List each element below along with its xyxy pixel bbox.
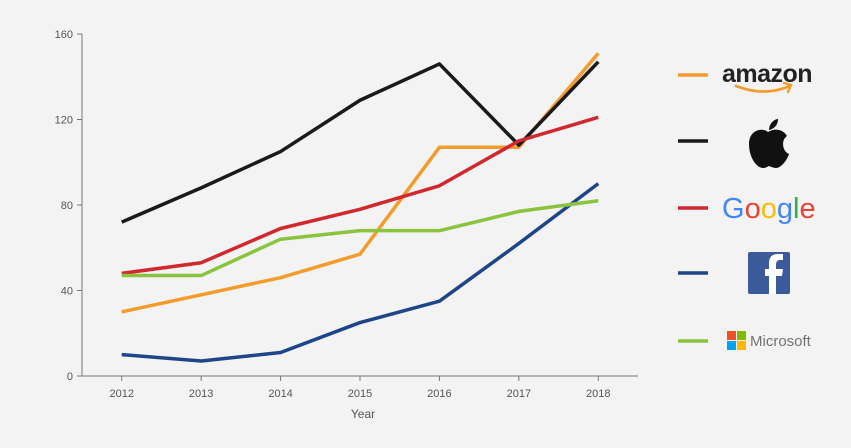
y-tick-label: 120 (55, 115, 73, 127)
x-tick-label: 2013 (189, 388, 213, 400)
amazon-smile-icon (734, 84, 792, 93)
apple-leaf-icon (769, 119, 778, 130)
chart-legend: amazon Google Microsoft (678, 60, 816, 350)
legend-item (678, 252, 790, 294)
x-tick-label: 2018 (586, 388, 610, 400)
y-tick-label: 80 (61, 200, 73, 212)
legend-item: amazon (678, 60, 813, 94)
chart-axes: 0 40 80 120 160 2012 2013 2014 2015 2016 2017 2018 Y… (55, 29, 638, 421)
apple-logo-icon (749, 119, 789, 168)
x-tick-label: 2014 (268, 388, 292, 400)
legend-label: amazon (722, 60, 812, 88)
legend-item: Google (678, 193, 816, 225)
legend-label: Google (722, 193, 816, 225)
chart-series (121, 52, 600, 363)
series-line-google (121, 115, 599, 276)
y-tick-label: 160 (55, 29, 73, 41)
x-axis-title: Year (351, 407, 375, 421)
y-tick-label: 40 (61, 286, 73, 298)
apple-body-icon (749, 129, 789, 168)
series-line-facebook (121, 182, 600, 363)
y-tick-label: 0 (67, 371, 73, 383)
series-line-apple (121, 60, 600, 224)
series-line-microsoft (121, 198, 599, 278)
ms-blue-square (727, 341, 736, 350)
amazon-logo-icon: amazon (722, 60, 813, 94)
facebook-logo-icon (748, 252, 790, 294)
google-logo-icon: Google (722, 193, 816, 225)
series-line-amazon (121, 52, 600, 314)
microsoft-logo-icon: Microsoft (727, 331, 812, 350)
x-tick-label: 2012 (109, 388, 133, 400)
facebook-f-icon (765, 254, 783, 294)
amazon-arrow-icon (782, 81, 793, 94)
ms-yellow-square (737, 341, 746, 350)
x-tick-label: 2015 (348, 388, 372, 400)
legend-item: Microsoft (678, 331, 812, 350)
x-tick-label: 2017 (507, 388, 531, 400)
legend-label: Microsoft (750, 333, 812, 350)
legend-item (678, 119, 789, 168)
x-tick-label: 2016 (427, 388, 451, 400)
ms-red-square (727, 331, 736, 340)
ms-green-square (737, 331, 746, 340)
